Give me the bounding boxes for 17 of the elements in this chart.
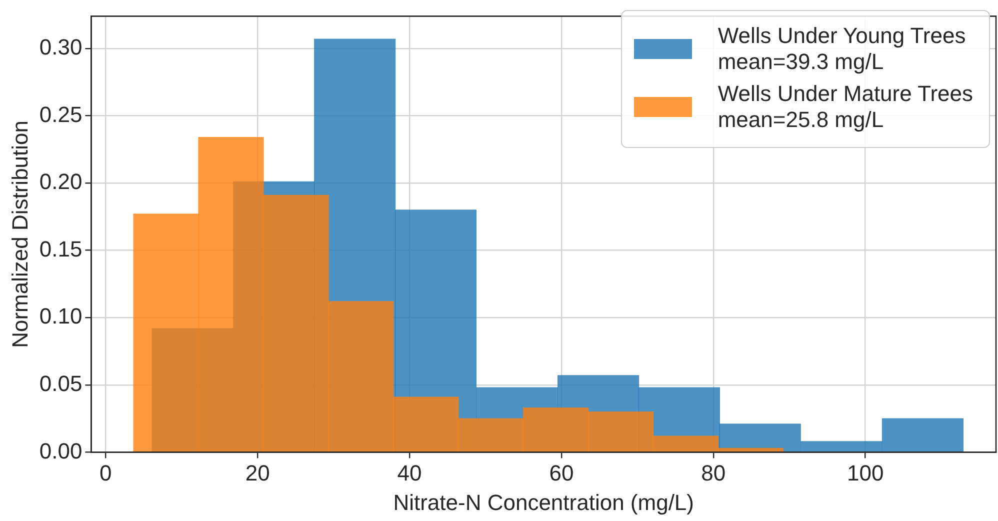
y-tick-label: 0.10 xyxy=(39,304,82,329)
y-tick-label: 0.00 xyxy=(39,438,82,464)
x-tick-label: 80 xyxy=(701,460,726,486)
y-tick-label: 0.30 xyxy=(39,34,82,60)
x-tick-label: 20 xyxy=(245,460,270,486)
y-tick-label: 0.20 xyxy=(39,169,82,194)
legend-label: Wells Under Mature Trees mean=25.8 mg/L xyxy=(718,81,973,133)
x-tick-label: 100 xyxy=(846,460,884,486)
x-tick-label: 40 xyxy=(397,460,422,486)
y-axis-title: Normalized Distribution xyxy=(7,120,32,348)
legend-label: Wells Under Young Trees mean=39.3 mg/L xyxy=(718,23,966,75)
y-tick-label: 0.25 xyxy=(39,102,82,127)
x-tick-label: 60 xyxy=(549,460,574,486)
y-tick-label: 0.15 xyxy=(39,236,82,262)
y-tick-label: 0.05 xyxy=(39,370,82,396)
x-axis-title: Nitrate-N Concentration (mg/L) xyxy=(393,490,694,515)
x-tick-label: 0 xyxy=(100,460,112,486)
